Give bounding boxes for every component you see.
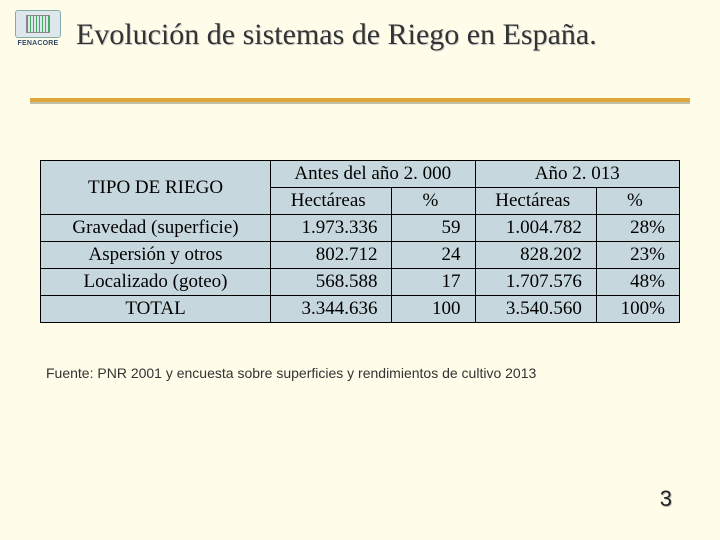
table-row: TOTAL 3.344.636 100 3.540.560 100% (41, 296, 680, 323)
table-row: Aspersión y otros 802.712 24 828.202 23% (41, 242, 680, 269)
cell-ha1: 1.973.336 (271, 215, 392, 242)
logo-graphic (15, 10, 61, 38)
row-label: TOTAL (41, 296, 271, 323)
cell-pct2: 28% (596, 215, 679, 242)
cell-ha2: 1.707.576 (475, 269, 596, 296)
col-header-period2: Año 2. 013 (475, 161, 680, 188)
col-header-type: TIPO DE RIEGO (41, 161, 271, 215)
col-header-pct-2: % (596, 188, 679, 215)
cell-ha1: 802.712 (271, 242, 392, 269)
cell-pct1: 100 (392, 296, 475, 323)
col-header-pct-1: % (392, 188, 475, 215)
cell-pct1: 17 (392, 269, 475, 296)
cell-pct2: 100% (596, 296, 679, 323)
title-underline-shadow (30, 102, 690, 104)
logo: FENACORE (10, 10, 66, 62)
row-label: Localizado (goteo) (41, 269, 271, 296)
row-label: Aspersión y otros (41, 242, 271, 269)
table-row: Localizado (goteo) 568.588 17 1.707.576 … (41, 269, 680, 296)
cell-ha2: 1.004.782 (475, 215, 596, 242)
col-header-period1: Antes del año 2. 000 (271, 161, 475, 188)
cell-ha2: 3.540.560 (475, 296, 596, 323)
logo-label: FENACORE (18, 40, 59, 47)
col-header-ha-2: Hectáreas (475, 188, 596, 215)
col-header-ha-1: Hectáreas (271, 188, 392, 215)
cell-pct1: 59 (392, 215, 475, 242)
cell-ha1: 3.344.636 (271, 296, 392, 323)
cell-pct2: 23% (596, 242, 679, 269)
table-header-row-1: TIPO DE RIEGO Antes del año 2. 000 Año 2… (41, 161, 680, 188)
row-label: Gravedad (superficie) (41, 215, 271, 242)
page-number: 3 (660, 486, 672, 512)
cell-ha1: 568.588 (271, 269, 392, 296)
table-row: Gravedad (superficie) 1.973.336 59 1.004… (41, 215, 680, 242)
irrigation-table: TIPO DE RIEGO Antes del año 2. 000 Año 2… (40, 160, 680, 323)
cell-pct2: 48% (596, 269, 679, 296)
source-note: Fuente: PNR 2001 y encuesta sobre superf… (46, 365, 536, 381)
page-title: Evolución de sistemas de Riego en España… (76, 18, 680, 53)
cell-pct1: 24 (392, 242, 475, 269)
cell-ha2: 828.202 (475, 242, 596, 269)
